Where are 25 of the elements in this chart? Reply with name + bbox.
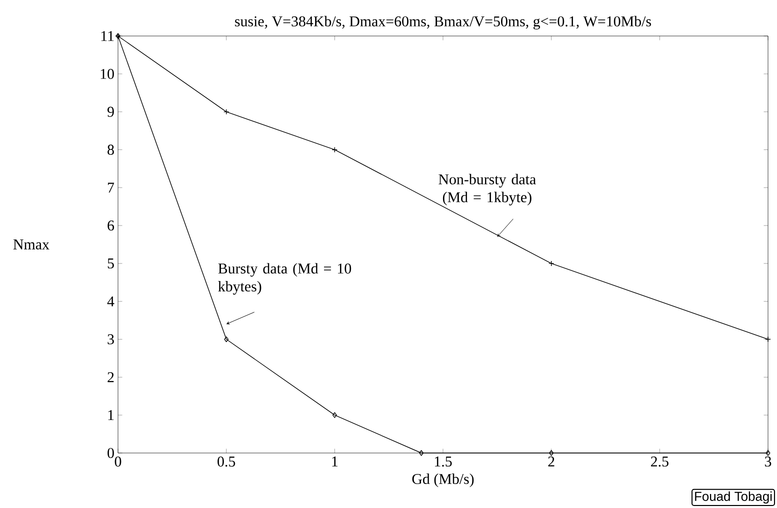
- chart-title: susie, V=384Kb/s, Dmax=60ms, Bmax/V=50ms, g<=0.1, W=10Mb/s: [235, 16, 651, 30]
- x-axis-title: Gd (Mb/s): [412, 474, 474, 488]
- x-tick-label: 2: [548, 456, 554, 466]
- y-tick-label: 9: [107, 106, 114, 117]
- x-tick-label: 3: [764, 456, 772, 467]
- x-tick-label: 1.5: [434, 456, 452, 467]
- x-tick-label: 2.5: [650, 456, 668, 467]
- y-tick-label: 5: [108, 258, 114, 268]
- annotation: Non-bursty data (Md = 1kbyte): [438, 174, 536, 206]
- y-tick-label: 1: [108, 410, 114, 420]
- y-tick-label: 8: [108, 144, 114, 155]
- y-tick-label: 2: [108, 372, 114, 382]
- x-tick-label: 1: [332, 456, 338, 466]
- y-axis-title: Nmax: [13, 240, 50, 250]
- y-tick-label: 4: [107, 296, 114, 306]
- y-tick-label: 11: [101, 31, 114, 41]
- y-tick-label: 6: [108, 220, 114, 231]
- x-tick-label: 0.5: [218, 456, 236, 467]
- x-tick-label: 0: [114, 456, 122, 467]
- y-tick-label: 3: [108, 334, 114, 344]
- y-tick-label: 7: [108, 182, 114, 193]
- y-tick-label: 0: [108, 448, 114, 458]
- annotation: Bursty data (Md = 10 kbytes): [218, 263, 352, 295]
- text: Fouad Tobagi: [695, 491, 772, 504]
- y-tick-label: 10: [100, 68, 114, 79]
